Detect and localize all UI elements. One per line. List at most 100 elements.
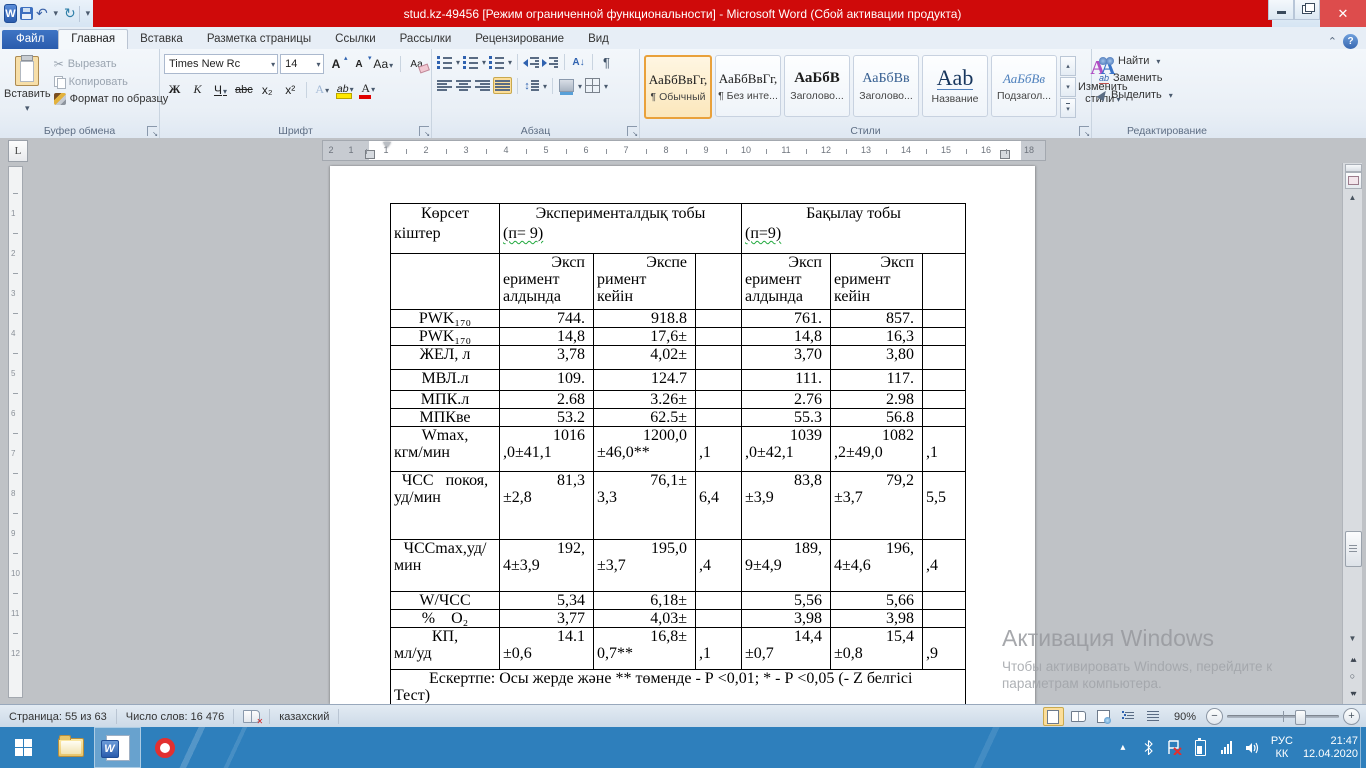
align-center-button[interactable]	[455, 78, 472, 93]
save-button[interactable]	[19, 6, 33, 22]
align-right-button[interactable]	[474, 78, 491, 93]
close-button[interactable]	[1320, 0, 1366, 27]
tab-рассылки[interactable]: Рассылки	[399, 33, 452, 45]
bullets-dropdown[interactable]	[455, 56, 460, 68]
decrease-indent-button[interactable]	[523, 55, 540, 70]
subscript-button[interactable]: х₂	[261, 82, 273, 97]
tab-главная[interactable]: Главная	[58, 29, 129, 49]
network-signal-icon[interactable]	[1219, 740, 1235, 756]
tab-file[interactable]: Файл	[2, 30, 59, 49]
borders-dropdown[interactable]	[603, 80, 608, 92]
page-indicator[interactable]: Страница: 55 из 63	[0, 709, 117, 724]
word-app-icon[interactable]	[4, 4, 17, 23]
file-explorer-button[interactable]	[47, 727, 94, 768]
justify-button[interactable]	[493, 77, 512, 94]
change-case-button[interactable]: Аа	[372, 56, 395, 73]
cut-button[interactable]: Вырезать	[51, 56, 172, 72]
undo-button[interactable]	[36, 6, 48, 22]
minimize-button[interactable]	[1268, 0, 1294, 20]
v-ruler[interactable]: 1 2 3 4 5 6 7 8 9 10 11 12	[8, 166, 23, 698]
action-center-flag-icon[interactable]	[1167, 740, 1183, 756]
multilevel-dropdown[interactable]	[507, 56, 512, 68]
style-card-0[interactable]: АаБбВвГг, ¶ Обычный	[644, 55, 712, 119]
grow-font-button[interactable]: А	[326, 54, 348, 73]
style-card-1[interactable]: АаБбВвГг, ¶ Без инте...	[715, 55, 781, 117]
word-taskbar-button[interactable]	[94, 727, 141, 768]
copy-button[interactable]: Копировать	[51, 75, 172, 89]
numbering-button[interactable]	[462, 55, 479, 70]
next-page-button[interactable]	[1345, 685, 1360, 701]
strikethrough-button[interactable]: abc	[235, 83, 253, 96]
h-ruler[interactable]: 2 1 1 2 3 4 5 6 7 8 9 10 11 12 13 14 15 16 18	[322, 140, 1046, 161]
show-desktop-strip[interactable]	[1360, 727, 1366, 768]
bold-button[interactable]: Ж	[168, 82, 181, 96]
highlight-button[interactable]: ab	[335, 80, 356, 99]
tab-разметка-страницы[interactable]: Разметка страницы	[206, 33, 312, 45]
left-indent-marker[interactable]	[365, 150, 375, 159]
spellcheck-status[interactable]	[234, 709, 271, 726]
underline-button[interactable]: Ч	[210, 81, 231, 98]
undo-dropdown[interactable]	[51, 6, 61, 22]
bluetooth-icon[interactable]	[1141, 740, 1157, 756]
superscript-button[interactable]: х²	[285, 82, 296, 97]
help-icon[interactable]	[1343, 34, 1358, 49]
first-line-indent-marker[interactable]	[383, 142, 391, 148]
replace-button[interactable]: Заменить	[1096, 71, 1238, 85]
clock[interactable]: 21:47 12.04.2020	[1302, 734, 1358, 760]
text-effects-button[interactable]: А	[312, 81, 333, 98]
results-table[interactable]: Көрсет кіштер Эксперименталдық тобы (п= 9) Б…	[390, 203, 966, 704]
scroll-up-icon[interactable]	[1345, 190, 1360, 205]
language-indicator[interactable]: казахский	[270, 709, 340, 724]
tab-вставка[interactable]: Вставка	[140, 33, 183, 45]
print-layout-view-button[interactable]	[1042, 707, 1064, 726]
zoom-in-button[interactable]: +	[1343, 708, 1360, 725]
styles-dialog-launcher[interactable]	[1079, 126, 1090, 138]
gallery-up-icon[interactable]	[1060, 56, 1076, 76]
numbering-dropdown[interactable]	[481, 56, 486, 68]
battery-icon[interactable]	[1193, 737, 1209, 756]
previous-page-button[interactable]	[1345, 651, 1360, 667]
sort-button[interactable]	[570, 55, 587, 70]
borders-button[interactable]	[584, 78, 601, 93]
clipboard-dialog-launcher[interactable]	[147, 126, 158, 138]
web-layout-view-button[interactable]	[1093, 707, 1114, 726]
right-indent-marker[interactable]	[1000, 150, 1010, 159]
redo-button[interactable]	[64, 6, 76, 22]
chevron-down-icon[interactable]	[317, 58, 321, 70]
find-button[interactable]: Найти	[1096, 54, 1238, 68]
language-tray-indicator[interactable]: РУС КК	[1270, 734, 1293, 760]
zoom-slider-thumb[interactable]	[1295, 710, 1307, 725]
tray-expand-icon[interactable]	[1115, 740, 1131, 756]
tab-вид[interactable]: Вид	[588, 33, 609, 45]
collapse-ribbon-icon[interactable]	[1328, 35, 1337, 48]
outline-view-button[interactable]	[1118, 707, 1139, 726]
gallery-down-icon[interactable]	[1060, 77, 1076, 97]
line-spacing-button[interactable]	[523, 78, 540, 93]
style-card-2[interactable]: АаБбВ Заголово...	[784, 55, 850, 117]
tab-selector[interactable]	[8, 140, 28, 162]
split-handle[interactable]	[1345, 164, 1362, 172]
shading-dropdown[interactable]	[577, 80, 582, 92]
ruler-toggle-button[interactable]	[1345, 172, 1362, 189]
gallery-more-icon[interactable]	[1060, 98, 1076, 118]
style-card-4[interactable]: Аab Название	[922, 55, 988, 117]
shrink-font-button[interactable]: А	[349, 54, 371, 73]
tab-рецензирование[interactable]: Рецензирование	[475, 33, 565, 45]
zoom-level[interactable]: 90%	[1173, 710, 1196, 723]
paste-button[interactable]: Вставить	[4, 52, 51, 122]
scrollbar-thumb[interactable]	[1345, 531, 1362, 567]
opera-taskbar-button[interactable]	[141, 727, 188, 768]
qat-customize-button[interactable]	[78, 5, 93, 22]
select-button[interactable]: Выделить	[1096, 88, 1238, 102]
reading-view-button[interactable]	[1068, 707, 1089, 726]
format-painter-button[interactable]: Формат по образцу	[51, 92, 172, 106]
italic-button[interactable]: К	[193, 82, 202, 96]
start-button[interactable]	[0, 727, 47, 768]
clear-formatting-button[interactable]: Аа	[406, 56, 427, 73]
shading-button[interactable]	[558, 78, 575, 95]
paragraph-dialog-launcher[interactable]	[627, 126, 638, 138]
zoom-slider[interactable]	[1227, 709, 1339, 725]
paste-dropdown-icon[interactable]	[25, 102, 30, 114]
tab-ссылки[interactable]: Ссылки	[335, 33, 376, 45]
font-family-combo[interactable]: Times New Rc	[164, 54, 279, 74]
